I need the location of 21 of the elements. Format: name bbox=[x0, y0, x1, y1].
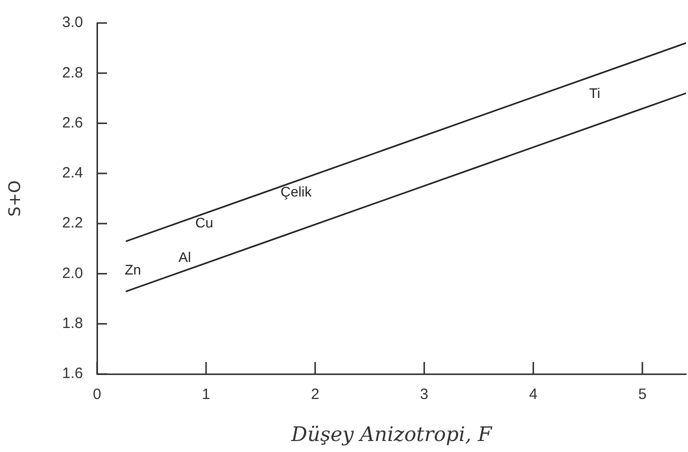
y-tick-label: 3.0 bbox=[62, 14, 83, 32]
y-tick-label: 2.0 bbox=[62, 264, 83, 282]
y-tick-label: 2.2 bbox=[62, 214, 83, 232]
annotation: Zn bbox=[124, 262, 142, 278]
x-tick-label: 5 bbox=[638, 386, 647, 404]
y-tick-label: 1.6 bbox=[62, 365, 83, 382]
annotation: Çelik bbox=[280, 184, 313, 200]
y-tick-label: 2.8 bbox=[62, 64, 83, 82]
y-tick-label: 2.6 bbox=[62, 114, 83, 132]
y-tick-label: 1.8 bbox=[62, 315, 83, 332]
annotation: Cu bbox=[195, 214, 214, 230]
annotation: Al bbox=[178, 249, 191, 266]
x-tick-label: 0 bbox=[92, 386, 102, 404]
x-tick-label: 3 bbox=[420, 386, 428, 404]
x-axis-title: Düşey Anizotropi, F bbox=[290, 422, 493, 446]
y-axis-title: S+O bbox=[4, 180, 24, 217]
y-tick-label: 2.4 bbox=[62, 164, 83, 182]
annotation: Ti bbox=[589, 85, 600, 102]
x-tick-label: 2 bbox=[310, 386, 320, 404]
x-tick-label: 4 bbox=[529, 386, 538, 404]
x-tick-label: 1 bbox=[202, 386, 210, 404]
